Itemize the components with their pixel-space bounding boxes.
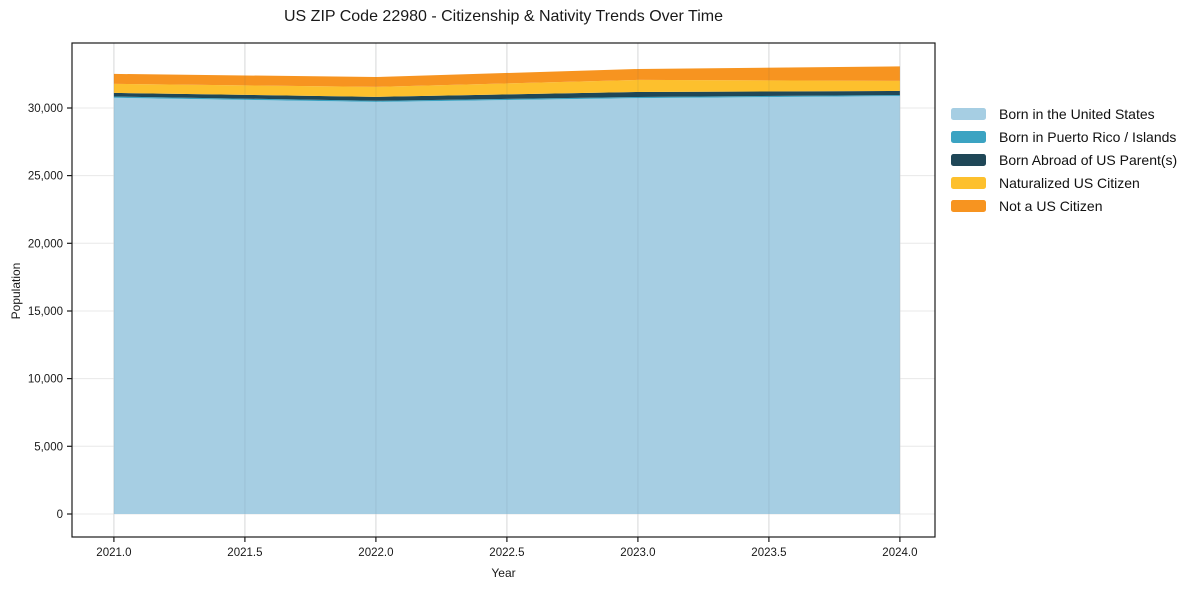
area-series-born-in-puerto-rico-islands [113, 95, 900, 102]
y-axis-ticks: 0 5,000 10,000 15,000 20,000 25,000 30,000 [28, 103, 72, 521]
plot-border [71, 42, 936, 538]
legend-label: Naturalized US Citizen [999, 174, 1140, 191]
legend-item-born-abroad: Born Abroad of US Parent(s) [951, 148, 1177, 171]
chart-legend: Born in the United States Born in Puerto… [951, 102, 1177, 217]
legend-swatch-born-abroad [951, 153, 986, 166]
area-series-born-in-the-united-states [113, 96, 900, 514]
x-tick-label: 2022.0 [358, 547, 393, 559]
x-tick-label: 2021.5 [227, 547, 262, 559]
x-tick-label: 2022.5 [489, 547, 524, 559]
legend-swatch-born-us [951, 107, 986, 120]
gridlines-overlay [113, 43, 901, 537]
y-tick-label: 25,000 [28, 171, 63, 183]
legend-item-naturalized: Naturalized US Citizen [951, 171, 1177, 194]
legend-swatch-naturalized [951, 176, 986, 189]
legend-item-puerto-rico: Born in Puerto Rico / Islands [951, 125, 1177, 148]
legend-label: Born Abroad of US Parent(s) [999, 151, 1178, 168]
legend-swatch-not-citizen [951, 199, 986, 212]
x-axis-label: Year [491, 566, 516, 580]
legend-swatch-puerto-rico [951, 130, 986, 143]
legend-item-born-us: Born in the United States [951, 102, 1177, 125]
y-tick-label: 15,000 [28, 306, 63, 318]
x-tick-label: 2023.5 [751, 547, 786, 559]
y-axis-label: Population [9, 262, 23, 320]
area-series-naturalized-us-citizen [113, 79, 900, 97]
chart-title: US ZIP Code 22980 - Citizenship & Nativi… [284, 8, 723, 25]
y-tick-label: 0 [57, 509, 63, 521]
x-tick-label: 2023.0 [620, 547, 655, 559]
y-tick-label: 20,000 [28, 238, 63, 250]
y-tick-label: 10,000 [28, 374, 63, 386]
legend-item-not-citizen: Not a US Citizen [951, 194, 1177, 217]
area-series-not-a-us-citizen [113, 66, 900, 87]
legend-label: Born in Puerto Rico / Islands [999, 128, 1177, 145]
x-tick-label: 2021.0 [96, 547, 131, 559]
y-tick-label: 5,000 [34, 441, 63, 453]
legend-label: Not a US Citizen [999, 197, 1103, 214]
legend-label: Born in the United States [999, 105, 1155, 122]
x-axis-ticks: 2021.0 2021.5 2022.0 2022.5 2023.0 2023.5 2024… [96, 537, 917, 559]
y-tick-label: 30,000 [28, 103, 63, 115]
x-tick-label: 2024.0 [882, 547, 917, 559]
area-series-born-abroad-of-us-parent-s [113, 90, 900, 101]
